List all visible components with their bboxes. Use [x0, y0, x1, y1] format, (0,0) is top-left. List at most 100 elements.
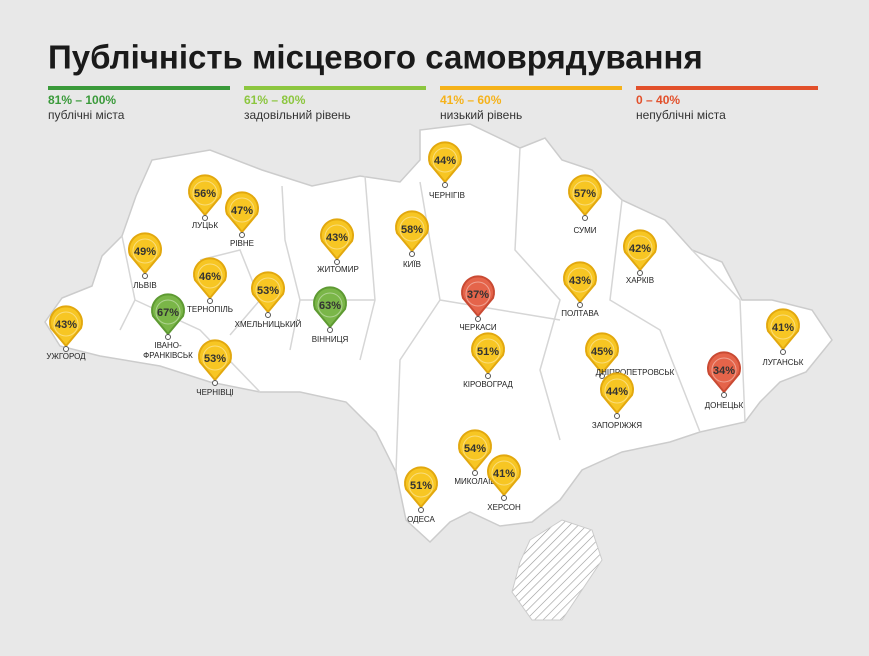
- city-name: КІРОВОГРАД: [463, 380, 513, 389]
- city-pin: 46% ТЕРНОПІЛЬ: [187, 257, 233, 314]
- city-pin: 51% ОДЕСА: [404, 466, 438, 524]
- city-name: ВІННИЦЯ: [312, 335, 349, 344]
- city-pin: 49% ЛЬВІВ: [128, 232, 162, 290]
- pin-dot: [239, 232, 245, 238]
- legend-range: 0 – 40%: [636, 93, 680, 107]
- city-pin: 41% ЛУГАНСЬК: [763, 308, 804, 367]
- city-pin: 57% СУМИ: [568, 174, 602, 235]
- pin-inner: [491, 460, 517, 486]
- legend-bar: [440, 86, 622, 90]
- city-pin: 34% ДОНЕЦЬК: [705, 351, 744, 410]
- city-pin: 37% ЧЕРКАСИ: [459, 275, 497, 332]
- pin-dot: [418, 507, 424, 513]
- city-name: ЗАПОРІЖЖЯ: [592, 421, 642, 430]
- city-pin: 41% ХЕРСОН: [487, 454, 521, 512]
- pin-dot: [501, 495, 507, 501]
- pin-value: 53%: [257, 285, 279, 297]
- pin-value: 42%: [629, 243, 651, 255]
- pin-dot: [202, 215, 208, 221]
- pin-dot: [721, 392, 727, 398]
- pin-inner: [770, 314, 796, 340]
- pin-value: 67%: [157, 307, 179, 319]
- pin-value: 57%: [574, 188, 596, 200]
- city-name: ЛУЦЬК: [192, 221, 219, 230]
- pin-value: 37%: [467, 289, 489, 301]
- pin-inner: [572, 180, 598, 206]
- pin-value: 54%: [464, 443, 486, 455]
- pin-inner: [408, 472, 434, 498]
- pin-inner: [475, 338, 501, 364]
- city-pin: 51% КІРОВОГРАД: [463, 332, 513, 389]
- pin-value: 45%: [591, 346, 613, 358]
- pin-value: 53%: [204, 353, 226, 365]
- pin-inner: [324, 224, 350, 250]
- pin-dot: [212, 380, 218, 386]
- pin-value: 44%: [434, 155, 456, 167]
- city-name: ФРАНКІВСЬК: [143, 351, 193, 360]
- pin-dot: [780, 349, 786, 355]
- pin-value: 46%: [199, 271, 221, 283]
- pin-dot: [63, 346, 69, 352]
- city-name: ЛУГАНСЬК: [763, 358, 804, 367]
- pin-dot: [265, 312, 271, 318]
- city-name: УЖГОРОД: [46, 352, 86, 361]
- pin-dot: [599, 373, 605, 379]
- pin-dot: [485, 373, 491, 379]
- city-name: МИКОЛАЇВ: [454, 477, 495, 486]
- pin-inner: [711, 357, 737, 383]
- pin-dot: [334, 259, 340, 265]
- pin-dot: [475, 316, 481, 322]
- pin-inner: [202, 345, 228, 371]
- city-pin: 53% ХМЕЛЬНИЦЬКИЙ: [235, 271, 302, 329]
- pin-value: 43%: [326, 232, 348, 244]
- country-outline: [44, 123, 833, 544]
- pin-inner: [229, 197, 255, 223]
- pin-inner: [53, 311, 79, 337]
- crimea: [511, 519, 603, 621]
- pin-value: 56%: [194, 188, 216, 200]
- pin-inner: [627, 235, 653, 261]
- pin-inner: [155, 299, 181, 325]
- pin-value: 44%: [606, 386, 628, 398]
- city-pin: 63% ВІННИЦЯ: [312, 286, 349, 344]
- pin-dot: [582, 215, 588, 221]
- city-name: ЧЕРКАСИ: [459, 323, 497, 332]
- pin-inner: [567, 267, 593, 293]
- pin-inner: [255, 277, 281, 303]
- pin-dot: [327, 327, 333, 333]
- city-pin: 44% ЗАПОРІЖЖЯ: [592, 372, 642, 430]
- city-pin: 47% РІВНЕ: [225, 191, 259, 248]
- pin-inner: [604, 378, 630, 404]
- pin-inner: [317, 292, 343, 318]
- legend-text: непублічні міста: [636, 108, 726, 122]
- city-name: ДНІПРОПЕТРОВСЬК: [596, 368, 675, 377]
- city-name: ХМЕЛЬНИЦЬКИЙ: [235, 320, 302, 329]
- legend-range: 41% – 60%: [440, 93, 502, 107]
- city-pin: 43% ЖИТОМИР: [317, 218, 359, 274]
- pin-inner: [197, 263, 223, 289]
- city-name: ЖИТОМИР: [317, 265, 359, 274]
- pin-inner: [432, 147, 458, 173]
- pin-inner: [589, 338, 615, 364]
- city-name: СУМИ: [573, 226, 596, 235]
- pin-value: 49%: [134, 246, 156, 258]
- city-pin: 43% УЖГОРОД: [46, 305, 86, 361]
- city-name: ІВАНО-: [154, 341, 182, 350]
- legend-text: публічні міста: [48, 108, 125, 122]
- pin-value: 41%: [493, 468, 515, 480]
- pin-value: 51%: [410, 480, 432, 492]
- city-name: РІВНЕ: [230, 239, 254, 248]
- legend-text: задовільний рівень: [244, 108, 351, 122]
- legend-bar: [48, 86, 230, 90]
- city-name: КИЇВ: [403, 260, 421, 269]
- pin-inner: [132, 238, 158, 264]
- pin-inner: [462, 435, 488, 461]
- city-name: ХАРКІВ: [626, 276, 654, 285]
- pin-dot: [472, 470, 478, 476]
- pin-inner: [192, 180, 218, 206]
- city-name: ЛЬВІВ: [133, 281, 156, 290]
- city-name: ДОНЕЦЬК: [705, 401, 744, 410]
- city-pin: 53% ЧЕРНІВЦІ: [196, 339, 234, 397]
- pin-value: 47%: [231, 205, 253, 217]
